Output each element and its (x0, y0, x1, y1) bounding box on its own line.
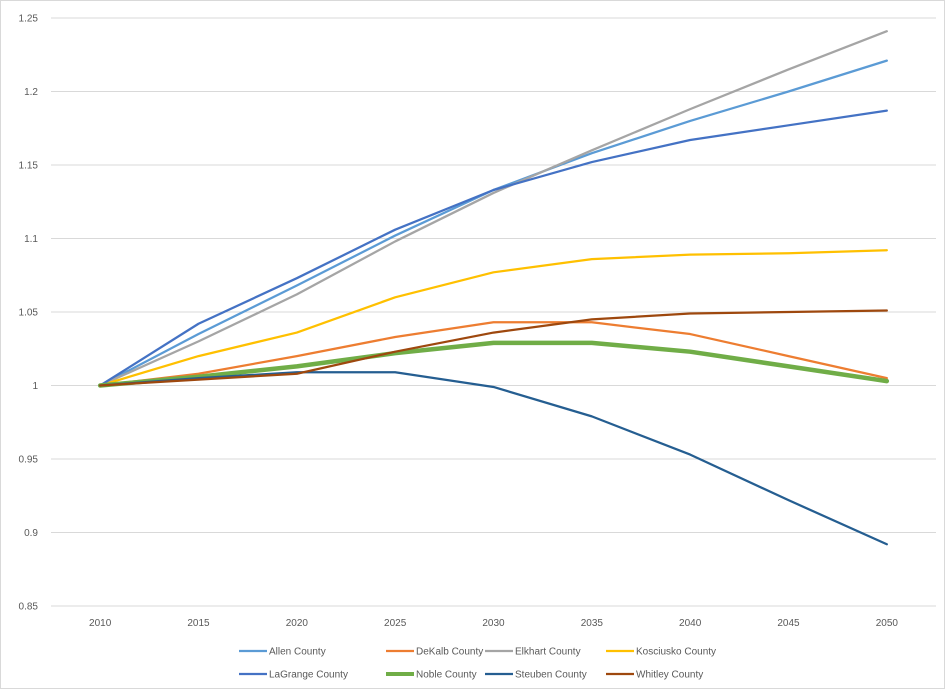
legend-label: Noble County (416, 670, 477, 681)
x-tick-label: 2050 (876, 618, 899, 629)
y-tick-label: 1.15 (19, 161, 39, 172)
series-line-4 (99, 249, 888, 387)
legend-label: LaGrange County (269, 670, 348, 681)
legend-label: Whitley County (636, 670, 703, 681)
legend-label: Elkhart County (515, 647, 581, 658)
series-line-1 (99, 59, 888, 387)
y-tick-label: 0.95 (19, 455, 39, 466)
y-tick-label: 1.25 (19, 14, 39, 25)
x-tick-label: 2045 (777, 618, 800, 629)
y-tick-label: 0.85 (19, 602, 39, 613)
legend-label: Kosciusko County (636, 647, 716, 658)
series-line-5 (99, 109, 888, 387)
legend-label: Steuben County (515, 670, 587, 681)
x-tick-label: 2040 (679, 618, 702, 629)
y-tick-label: 1.1 (24, 234, 38, 245)
y-tick-label: 1.2 (24, 87, 38, 98)
x-tick-label: 2035 (581, 618, 604, 629)
series-line-3 (99, 30, 888, 387)
x-tick-label: 2025 (384, 618, 407, 629)
x-tick-label: 2015 (187, 618, 210, 629)
series-line-7 (99, 371, 888, 546)
legend-label: Allen County (269, 647, 326, 658)
y-tick-label: 1 (32, 381, 38, 392)
x-tick-label: 2030 (482, 618, 505, 629)
y-tick-label: 1.05 (19, 308, 39, 319)
series-line-6 (97, 340, 890, 388)
legend-label: DeKalb County (416, 647, 483, 658)
y-tick-label: 0.9 (24, 528, 38, 539)
x-tick-label: 2020 (286, 618, 309, 629)
x-tick-label: 2010 (89, 618, 112, 629)
series-line-8 (99, 309, 888, 387)
series-line-2 (99, 321, 888, 387)
